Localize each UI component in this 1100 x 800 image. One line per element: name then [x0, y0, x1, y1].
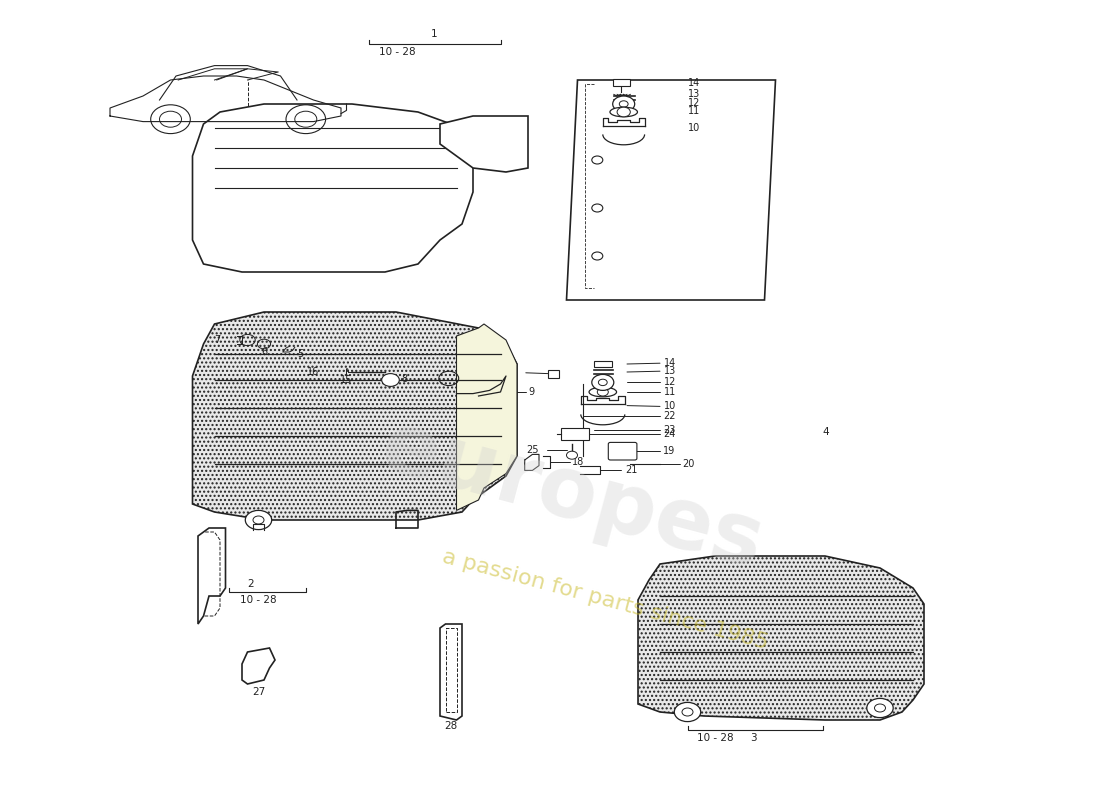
Text: 5: 5 — [297, 350, 304, 359]
Polygon shape — [440, 624, 462, 720]
Text: 25: 25 — [527, 445, 539, 454]
Text: 3: 3 — [750, 733, 757, 742]
Ellipse shape — [609, 107, 637, 117]
Text: 10 - 28: 10 - 28 — [379, 47, 416, 57]
Text: 19: 19 — [663, 446, 675, 456]
Text: 11: 11 — [664, 387, 676, 397]
Circle shape — [253, 516, 264, 524]
Text: 12: 12 — [664, 378, 676, 387]
Circle shape — [566, 451, 578, 459]
Text: europes: europes — [372, 405, 772, 587]
Text: 14: 14 — [664, 358, 676, 368]
FancyBboxPatch shape — [561, 428, 588, 440]
Text: 14: 14 — [688, 78, 700, 88]
Text: 2: 2 — [248, 579, 254, 589]
Text: 8: 8 — [400, 374, 407, 384]
Text: 10 - 28: 10 - 28 — [697, 733, 734, 742]
Text: 13: 13 — [664, 366, 676, 376]
Circle shape — [874, 704, 886, 712]
Text: 1: 1 — [431, 29, 438, 38]
FancyBboxPatch shape — [608, 442, 637, 460]
Text: 15: 15 — [340, 375, 352, 385]
Text: 21: 21 — [625, 465, 637, 474]
Polygon shape — [638, 556, 924, 720]
Text: 10: 10 — [688, 123, 700, 133]
Text: 9: 9 — [528, 387, 535, 397]
Polygon shape — [198, 528, 226, 624]
Text: 6: 6 — [261, 347, 267, 357]
Text: 8: 8 — [504, 374, 510, 383]
Text: 11: 11 — [688, 106, 700, 116]
Text: 22: 22 — [663, 411, 675, 421]
Circle shape — [867, 698, 893, 718]
Text: 20: 20 — [682, 459, 694, 469]
Polygon shape — [566, 80, 776, 300]
Polygon shape — [192, 104, 473, 272]
FancyBboxPatch shape — [548, 370, 559, 378]
Circle shape — [592, 374, 614, 390]
Circle shape — [682, 708, 693, 716]
Circle shape — [382, 374, 399, 386]
FancyBboxPatch shape — [594, 361, 612, 367]
Circle shape — [598, 379, 607, 386]
Text: 18: 18 — [572, 458, 584, 467]
Text: a passion for parts since 1985: a passion for parts since 1985 — [440, 546, 770, 654]
Text: 4: 4 — [823, 427, 829, 437]
Text: 17: 17 — [503, 461, 515, 470]
Text: 24: 24 — [663, 430, 675, 439]
Text: 10 - 28: 10 - 28 — [240, 595, 276, 605]
Text: 26: 26 — [488, 368, 501, 378]
Polygon shape — [456, 324, 517, 510]
Circle shape — [597, 388, 608, 396]
Text: 10: 10 — [664, 402, 676, 411]
Circle shape — [613, 96, 635, 112]
Text: 13: 13 — [688, 90, 700, 99]
Polygon shape — [192, 312, 517, 520]
Text: 12: 12 — [688, 98, 700, 108]
Text: 7: 7 — [213, 335, 220, 345]
Circle shape — [617, 107, 630, 117]
Circle shape — [619, 101, 628, 107]
Circle shape — [674, 702, 701, 722]
Text: 23: 23 — [663, 426, 675, 435]
Text: 27: 27 — [252, 687, 265, 697]
Polygon shape — [242, 648, 275, 684]
Ellipse shape — [590, 387, 617, 397]
FancyBboxPatch shape — [613, 79, 630, 86]
Text: 16: 16 — [307, 367, 319, 377]
Circle shape — [245, 510, 272, 530]
Polygon shape — [440, 116, 528, 172]
Text: 28: 28 — [444, 722, 458, 731]
